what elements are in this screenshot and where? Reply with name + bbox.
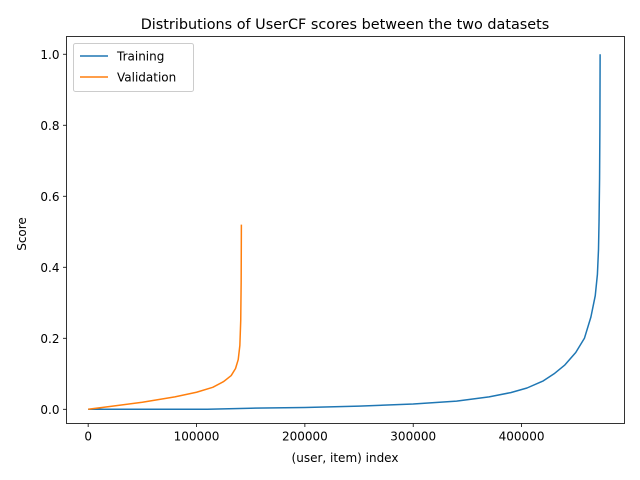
plot-series	[88, 54, 601, 411]
y-tick-label: 0.8	[40, 119, 59, 133]
series-line-training	[88, 54, 601, 411]
x-tick-label: 200000	[282, 430, 328, 444]
legend: Training Validation	[73, 43, 194, 92]
x-axis-ticks: 0 100000 200000 300000 400000	[84, 423, 545, 444]
chart-title: Distributions of UserCF scores between t…	[141, 17, 550, 33]
x-tick-label: 0	[84, 430, 92, 444]
x-tick-label: 300000	[390, 430, 436, 444]
y-tick-label: 0.2	[40, 332, 59, 346]
y-axis-label: Score	[15, 217, 29, 251]
y-axis-ticks: 0.0 0.2 0.4 0.6 0.8 1.0	[40, 48, 67, 417]
x-axis-label: (user, item) index	[292, 451, 399, 465]
y-tick-label: 0.6	[40, 190, 59, 204]
y-tick-label: 0.4	[40, 261, 59, 275]
legend-label-validation: Validation	[117, 71, 176, 85]
x-tick-label: 100000	[174, 430, 220, 444]
x-tick-label: 400000	[499, 430, 545, 444]
plot-frame	[66, 36, 625, 424]
y-tick-label: 0.0	[40, 403, 59, 417]
y-tick-label: 1.0	[40, 48, 59, 62]
series-line-validation	[88, 224, 243, 411]
legend-label-training: Training	[116, 50, 164, 64]
